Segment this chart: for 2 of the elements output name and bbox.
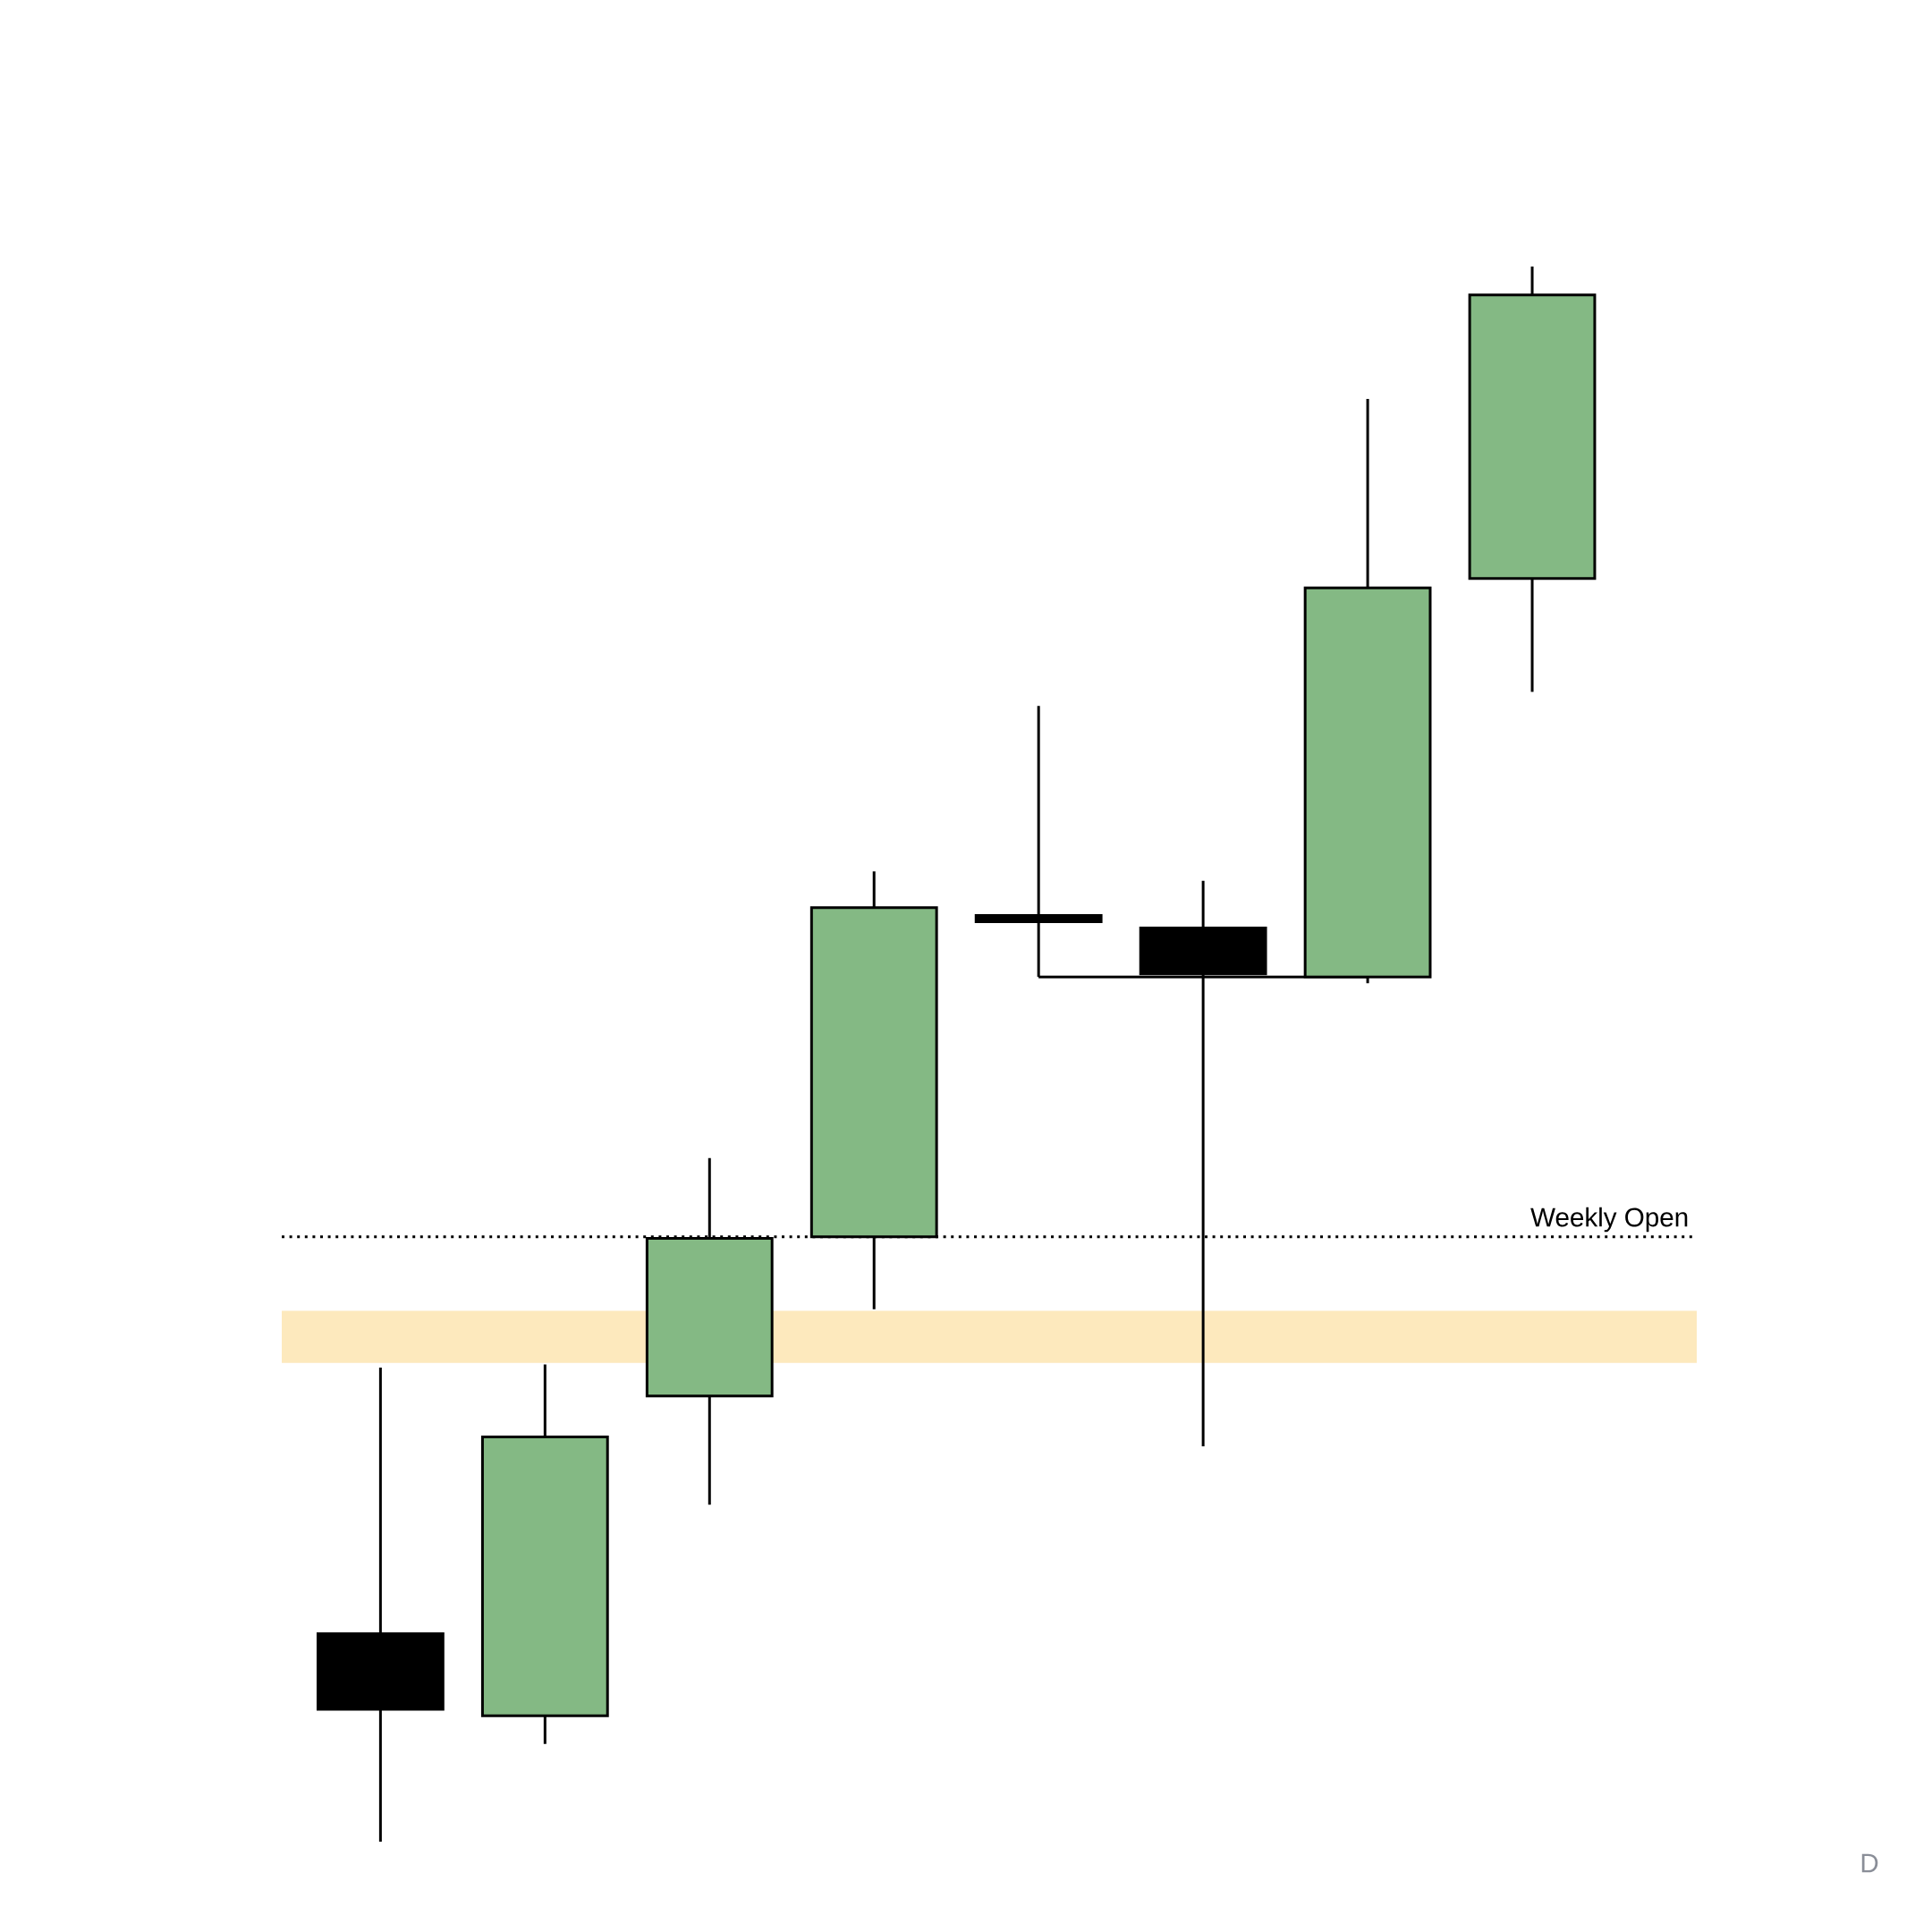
- ref-line-label: Weekly Open: [1530, 1207, 1688, 1233]
- text: D: [1861, 1853, 1878, 1873]
